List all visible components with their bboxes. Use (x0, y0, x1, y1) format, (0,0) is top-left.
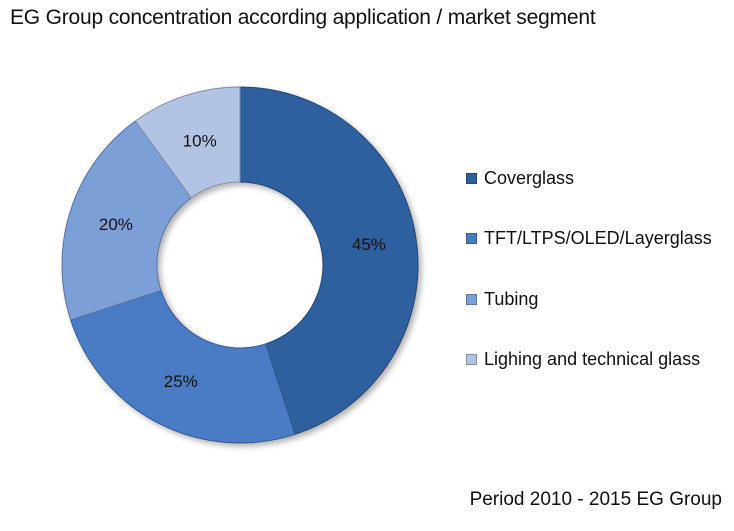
legend-swatch-tubing (466, 293, 477, 305)
legend: Coverglass TFT/LTPS/OLED/Layerglass Tubi… (466, 166, 712, 408)
legend-swatch-coverglass (466, 172, 477, 184)
slice-label-lighting-technical-glass: 10% (183, 131, 217, 150)
legend-item-lighting-technical-glass: Lighing and technical glass (466, 348, 712, 372)
legend-label-tft-ltps-oled-layerglass: TFT/LTPS/OLED/Layerglass (484, 228, 712, 248)
legend-item-tft-ltps-oled-layerglass: TFT/LTPS/OLED/Layerglass (466, 227, 712, 251)
legend-label-coverglass: Coverglass (484, 167, 575, 188)
period-footnote: Period 2010 - 2015 EG Group (469, 489, 722, 510)
chart-title: EG Group concentration according applica… (10, 6, 596, 29)
legend-swatch-lighting-technical-glass (466, 354, 477, 365)
slice-lighting-technical-glass (134, 86, 241, 199)
legend-label-lighting-technical-glass: Lighing and technical glass (484, 349, 701, 369)
legend-item-coverglass: Coverglass (466, 166, 712, 190)
slice-label-tft-ltps-oled-layerglass: 25% (164, 372, 198, 391)
slice-tubing (61, 120, 192, 321)
slice-coverglass (239, 86, 419, 435)
slice-label-coverglass: 45% (352, 235, 386, 254)
legend-label-tubing: Tubing (484, 288, 539, 309)
legend-item-tubing: Tubing (466, 287, 712, 311)
legend-swatch-tft-ltps-oled-layerglass (466, 233, 477, 244)
slice-label-tubing: 20% (99, 215, 133, 234)
slice-tft-ltps-oled-layerglass (70, 290, 296, 444)
